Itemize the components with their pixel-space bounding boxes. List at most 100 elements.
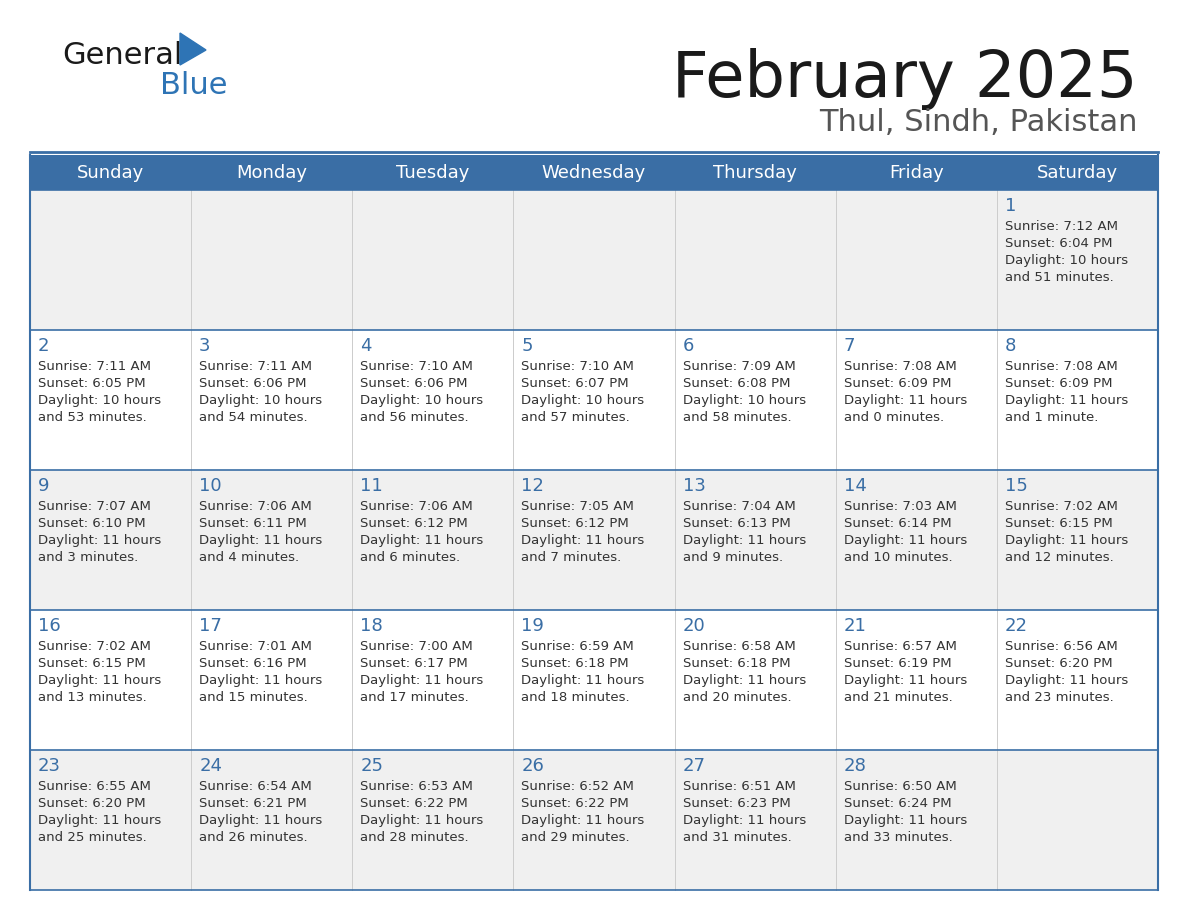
Text: and 53 minutes.: and 53 minutes. (38, 411, 147, 424)
Text: Sunrise: 6:55 AM: Sunrise: 6:55 AM (38, 780, 151, 793)
Text: and 1 minute.: and 1 minute. (1005, 411, 1098, 424)
Text: Sunrise: 7:10 AM: Sunrise: 7:10 AM (522, 360, 634, 373)
Text: Sunset: 6:22 PM: Sunset: 6:22 PM (360, 797, 468, 810)
Text: 4: 4 (360, 337, 372, 355)
Text: Daylight: 11 hours: Daylight: 11 hours (360, 814, 484, 827)
Text: Sunrise: 6:58 AM: Sunrise: 6:58 AM (683, 640, 795, 653)
Text: Daylight: 11 hours: Daylight: 11 hours (843, 674, 967, 687)
Text: Sunset: 6:14 PM: Sunset: 6:14 PM (843, 517, 952, 530)
Text: 3: 3 (200, 337, 210, 355)
Text: 17: 17 (200, 617, 222, 635)
Text: 18: 18 (360, 617, 383, 635)
Text: 11: 11 (360, 477, 383, 495)
Text: 22: 22 (1005, 617, 1028, 635)
Text: Sunset: 6:15 PM: Sunset: 6:15 PM (1005, 517, 1113, 530)
Text: Daylight: 11 hours: Daylight: 11 hours (38, 534, 162, 547)
Text: Daylight: 11 hours: Daylight: 11 hours (522, 674, 645, 687)
Text: Sunrise: 7:09 AM: Sunrise: 7:09 AM (683, 360, 795, 373)
Text: Tuesday: Tuesday (396, 163, 469, 182)
Text: Daylight: 10 hours: Daylight: 10 hours (360, 394, 484, 407)
Text: Saturday: Saturday (1037, 163, 1118, 182)
Text: February 2025: February 2025 (672, 48, 1138, 110)
Text: and 7 minutes.: and 7 minutes. (522, 551, 621, 564)
Text: 23: 23 (38, 757, 61, 775)
Text: Daylight: 10 hours: Daylight: 10 hours (522, 394, 645, 407)
Text: 26: 26 (522, 757, 544, 775)
Text: Daylight: 11 hours: Daylight: 11 hours (522, 534, 645, 547)
Text: 13: 13 (683, 477, 706, 495)
Text: Sunrise: 7:07 AM: Sunrise: 7:07 AM (38, 500, 151, 513)
Text: Daylight: 11 hours: Daylight: 11 hours (1005, 674, 1129, 687)
Text: and 10 minutes.: and 10 minutes. (843, 551, 953, 564)
Text: Blue: Blue (160, 71, 227, 99)
Text: Sunset: 6:06 PM: Sunset: 6:06 PM (200, 377, 307, 390)
Text: Sunset: 6:21 PM: Sunset: 6:21 PM (200, 797, 307, 810)
Text: Sunset: 6:09 PM: Sunset: 6:09 PM (843, 377, 952, 390)
Text: and 3 minutes.: and 3 minutes. (38, 551, 138, 564)
Text: Daylight: 10 hours: Daylight: 10 hours (1005, 254, 1127, 267)
Text: and 54 minutes.: and 54 minutes. (200, 411, 308, 424)
Text: Sunset: 6:17 PM: Sunset: 6:17 PM (360, 657, 468, 670)
Text: 25: 25 (360, 757, 384, 775)
Text: and 57 minutes.: and 57 minutes. (522, 411, 630, 424)
Text: Daylight: 11 hours: Daylight: 11 hours (38, 674, 162, 687)
Text: 9: 9 (38, 477, 50, 495)
Text: Daylight: 11 hours: Daylight: 11 hours (522, 814, 645, 827)
Text: Sunset: 6:12 PM: Sunset: 6:12 PM (360, 517, 468, 530)
Text: Sunrise: 7:11 AM: Sunrise: 7:11 AM (38, 360, 151, 373)
Text: Sunset: 6:04 PM: Sunset: 6:04 PM (1005, 237, 1112, 250)
Text: Thursday: Thursday (713, 163, 797, 182)
Text: Sunrise: 6:51 AM: Sunrise: 6:51 AM (683, 780, 796, 793)
Text: Daylight: 11 hours: Daylight: 11 hours (200, 814, 322, 827)
Text: and 28 minutes.: and 28 minutes. (360, 831, 469, 844)
Text: Sunset: 6:24 PM: Sunset: 6:24 PM (843, 797, 952, 810)
Text: Sunset: 6:19 PM: Sunset: 6:19 PM (843, 657, 952, 670)
Text: Daylight: 11 hours: Daylight: 11 hours (38, 814, 162, 827)
Text: and 33 minutes.: and 33 minutes. (843, 831, 953, 844)
Text: Sunrise: 7:06 AM: Sunrise: 7:06 AM (360, 500, 473, 513)
Text: 15: 15 (1005, 477, 1028, 495)
Text: Daylight: 11 hours: Daylight: 11 hours (843, 394, 967, 407)
Text: and 9 minutes.: and 9 minutes. (683, 551, 783, 564)
Text: 19: 19 (522, 617, 544, 635)
Text: Daylight: 10 hours: Daylight: 10 hours (200, 394, 322, 407)
Text: Sunrise: 6:50 AM: Sunrise: 6:50 AM (843, 780, 956, 793)
Text: Daylight: 11 hours: Daylight: 11 hours (843, 814, 967, 827)
Text: Friday: Friday (889, 163, 943, 182)
Text: Daylight: 11 hours: Daylight: 11 hours (1005, 394, 1129, 407)
Text: General: General (62, 40, 183, 70)
Text: Sunset: 6:13 PM: Sunset: 6:13 PM (683, 517, 790, 530)
Bar (30, 190, 1158, 330)
Bar (30, 470, 1158, 610)
Text: Sunday: Sunday (77, 163, 144, 182)
Text: and 56 minutes.: and 56 minutes. (360, 411, 469, 424)
Text: and 51 minutes.: and 51 minutes. (1005, 271, 1113, 284)
Text: 24: 24 (200, 757, 222, 775)
Text: and 6 minutes.: and 6 minutes. (360, 551, 461, 564)
Text: and 23 minutes.: and 23 minutes. (1005, 691, 1113, 704)
Text: and 15 minutes.: and 15 minutes. (200, 691, 308, 704)
Bar (30, 330, 1158, 470)
Text: Sunrise: 7:03 AM: Sunrise: 7:03 AM (843, 500, 956, 513)
Text: and 20 minutes.: and 20 minutes. (683, 691, 791, 704)
Text: Monday: Monday (236, 163, 308, 182)
Text: Sunrise: 7:05 AM: Sunrise: 7:05 AM (522, 500, 634, 513)
Text: 21: 21 (843, 617, 866, 635)
Text: Sunset: 6:22 PM: Sunset: 6:22 PM (522, 797, 630, 810)
Text: Sunset: 6:11 PM: Sunset: 6:11 PM (200, 517, 307, 530)
Text: and 31 minutes.: and 31 minutes. (683, 831, 791, 844)
Text: Sunset: 6:15 PM: Sunset: 6:15 PM (38, 657, 146, 670)
Text: 10: 10 (200, 477, 222, 495)
Polygon shape (181, 33, 206, 65)
Text: Sunset: 6:20 PM: Sunset: 6:20 PM (38, 797, 146, 810)
Text: Sunrise: 7:12 AM: Sunrise: 7:12 AM (1005, 220, 1118, 233)
Text: Sunset: 6:07 PM: Sunset: 6:07 PM (522, 377, 630, 390)
Text: and 18 minutes.: and 18 minutes. (522, 691, 630, 704)
Bar (30, 610, 1158, 750)
Text: Sunset: 6:08 PM: Sunset: 6:08 PM (683, 377, 790, 390)
Text: Daylight: 11 hours: Daylight: 11 hours (360, 534, 484, 547)
Text: Sunrise: 7:06 AM: Sunrise: 7:06 AM (200, 500, 312, 513)
Text: Daylight: 11 hours: Daylight: 11 hours (360, 674, 484, 687)
Text: Sunset: 6:06 PM: Sunset: 6:06 PM (360, 377, 468, 390)
Text: Sunset: 6:16 PM: Sunset: 6:16 PM (200, 657, 307, 670)
